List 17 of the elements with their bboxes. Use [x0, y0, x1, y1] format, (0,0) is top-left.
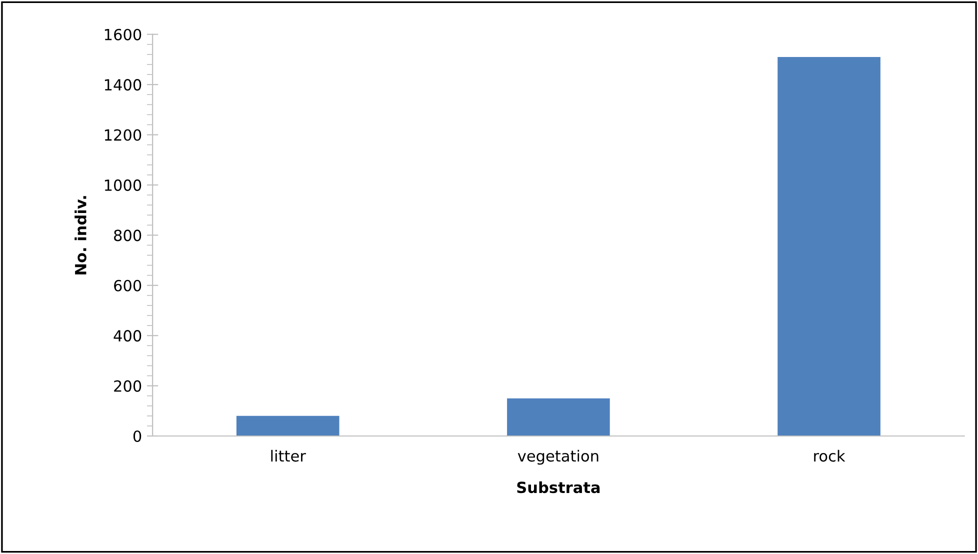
x-tick-label: rock	[814, 450, 846, 462]
x-tick-label: litter	[271, 450, 306, 462]
y-tick-label: 1000	[104, 179, 142, 191]
y-tick-label: 1600	[104, 28, 142, 40]
y-tick-label: 400	[114, 330, 142, 342]
x-axis-title: Substrata	[517, 481, 600, 494]
x-tick-label: vegetation	[518, 450, 598, 465]
y-tick-label: 200	[114, 380, 142, 392]
y-tick-label: 1400	[104, 79, 142, 91]
y-axis-title: No. indiv.	[74, 196, 86, 274]
y-tick-label: 1200	[104, 129, 142, 141]
y-tick-label: 800	[114, 230, 142, 242]
bar	[236, 416, 340, 436]
bar	[507, 398, 610, 436]
y-tick-label: 600	[114, 280, 142, 292]
bar	[778, 56, 880, 436]
y-tick-label: 0	[133, 430, 142, 442]
